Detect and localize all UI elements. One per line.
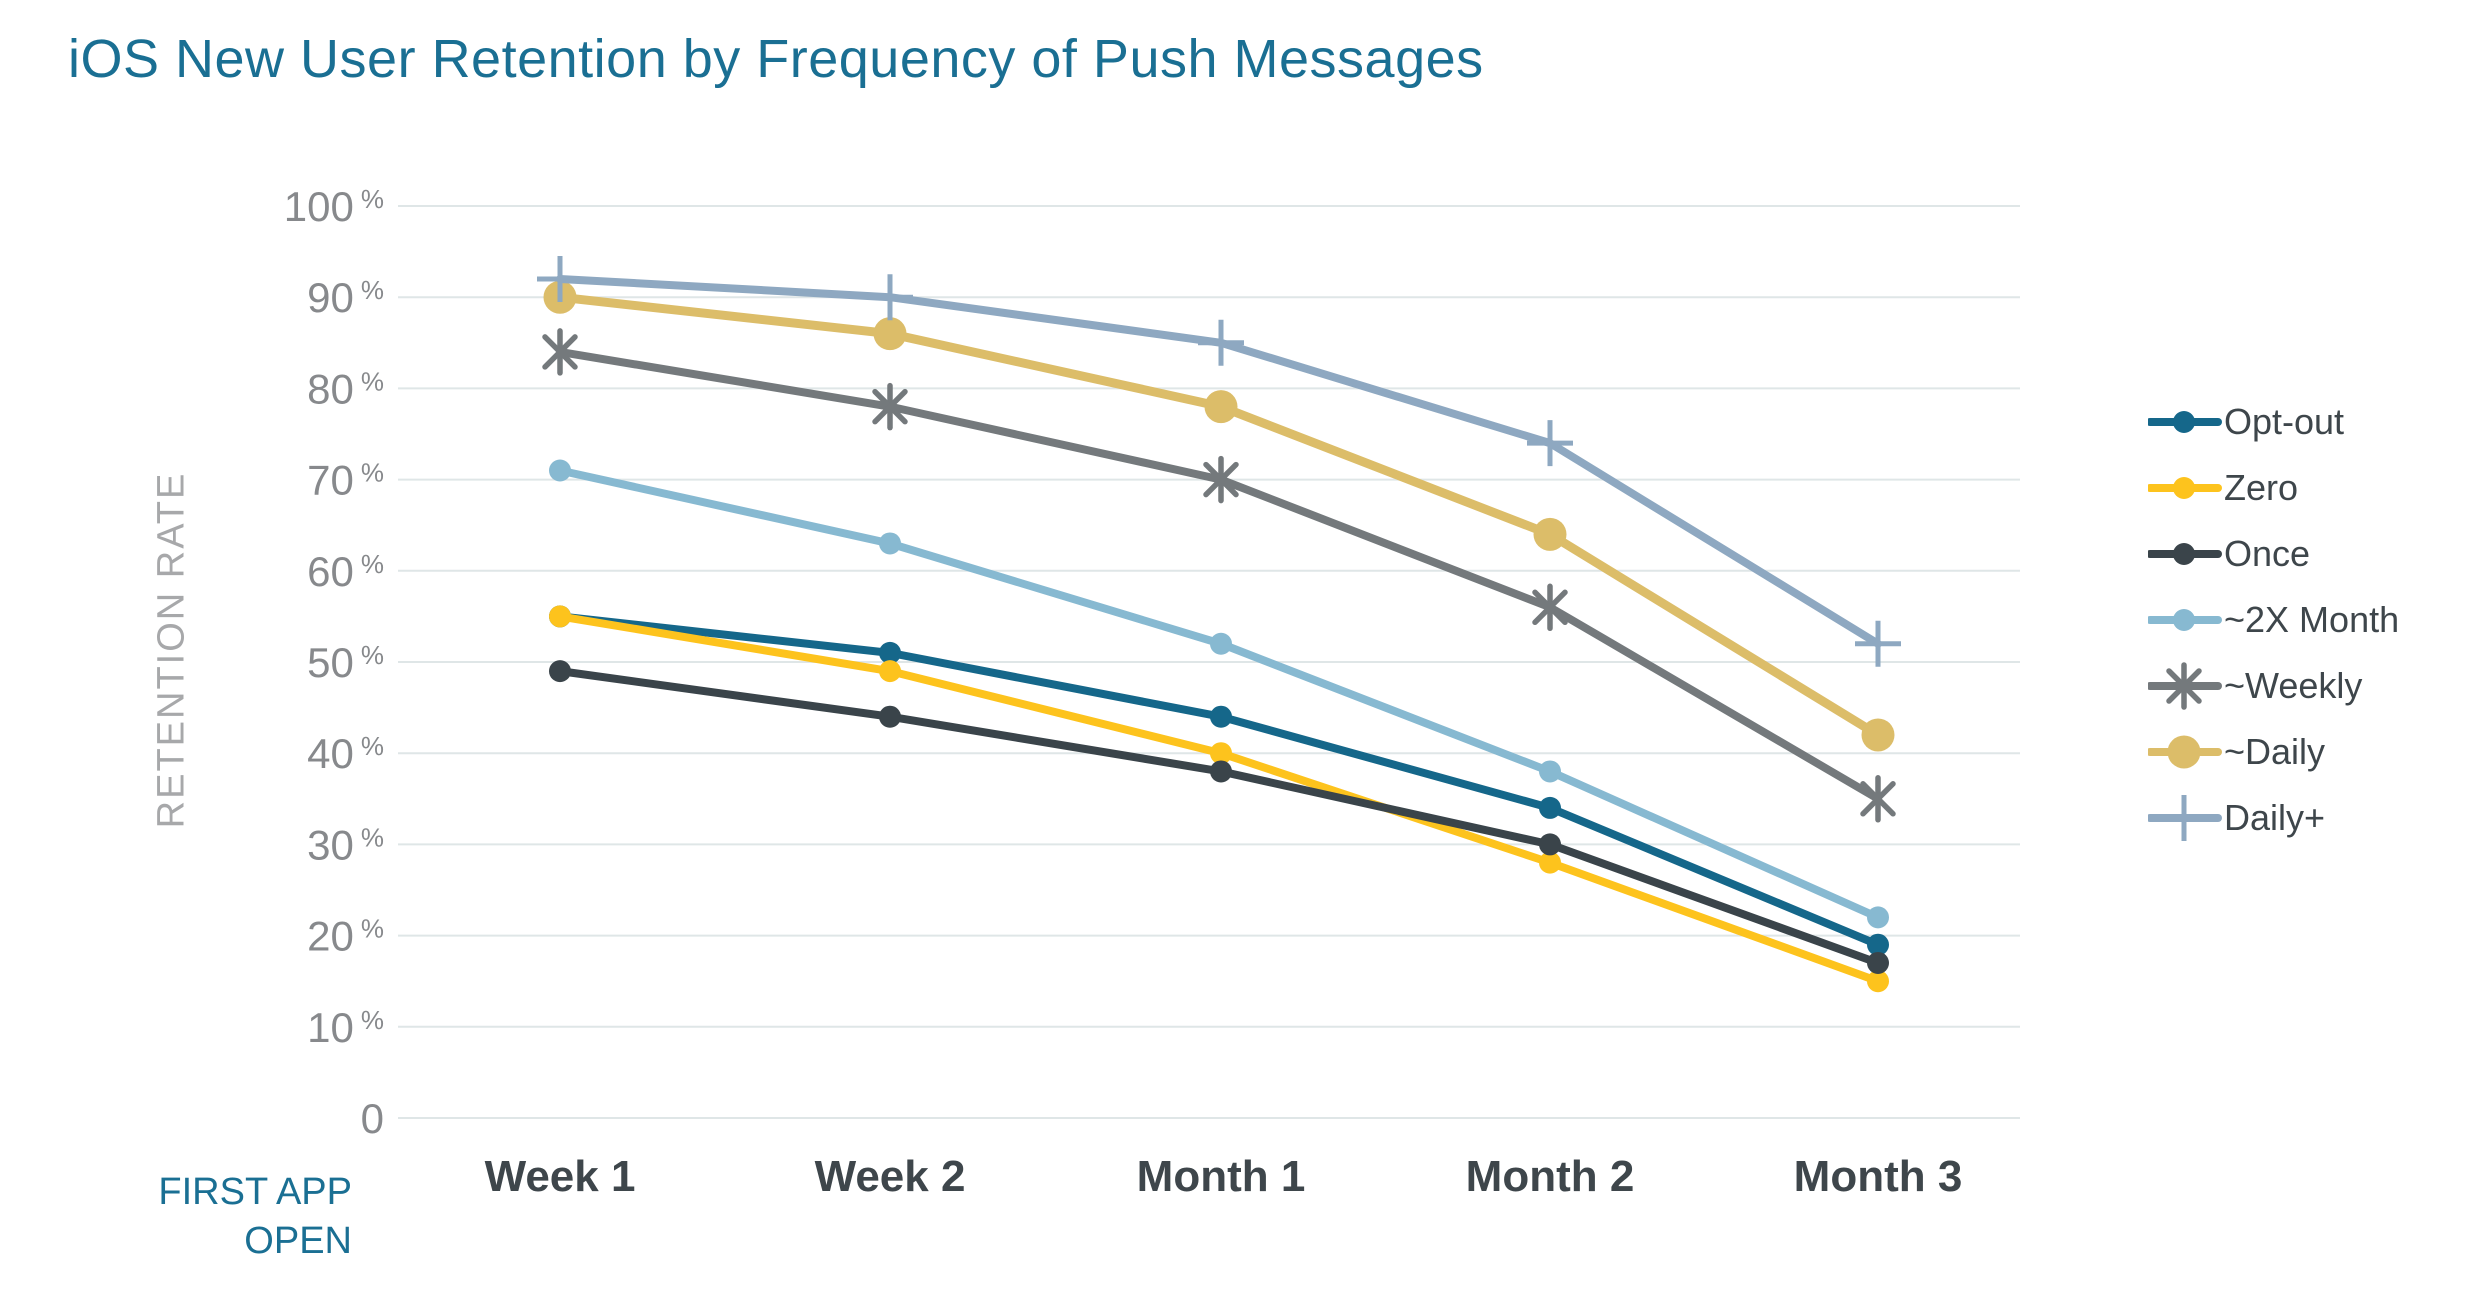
series-weekly-point — [1860, 775, 1896, 823]
series-2x-month-point — [1539, 760, 1561, 783]
series-weekly-point — [872, 382, 908, 431]
y-tick-label: 0 — [361, 1095, 384, 1142]
series-once-point — [1539, 833, 1561, 856]
y-tick-label: 60% — [307, 548, 384, 595]
series-2x-month-point — [879, 532, 901, 555]
series-zero-point — [1539, 851, 1561, 874]
series-2x-month-point — [549, 459, 571, 482]
x-axis-title-line1: FIRST APP — [158, 1171, 352, 1213]
y-tick-label: 20% — [307, 913, 384, 960]
series-zero-point — [549, 605, 571, 628]
y-tick-label: 50% — [307, 639, 384, 686]
series-2x-month-point — [1210, 632, 1232, 655]
series-daily-plus-point — [867, 274, 913, 321]
series-opt-out-point — [1867, 933, 1889, 956]
series-daily-point — [1533, 517, 1567, 551]
x-tick-label: Week 2 — [815, 1152, 966, 1201]
series-opt-out-point — [879, 641, 901, 664]
series-daily-plus-point — [1198, 319, 1244, 366]
y-tick-label: 40% — [307, 730, 384, 777]
series-daily-plus-point — [537, 255, 583, 302]
y-tick-label: 70% — [307, 457, 384, 504]
series-once-point — [879, 705, 901, 728]
series-weekly-point — [1203, 455, 1239, 504]
x-axis-title-line2: OPEN — [244, 1220, 352, 1263]
series-once-point — [1867, 951, 1889, 974]
y-tick-label: 80% — [307, 365, 384, 412]
series-weekly-point — [542, 328, 578, 376]
x-tick-label: Month 3 — [1794, 1152, 1963, 1201]
series-daily-point — [1204, 390, 1238, 424]
x-tick-label: Month 2 — [1466, 1152, 1635, 1201]
series-daily-plus-point — [1855, 620, 1901, 667]
series-once-point — [1210, 760, 1232, 783]
page-title: iOS New User Retention by Frequency of P… — [68, 29, 1484, 89]
y-tick-label: 100% — [284, 183, 384, 230]
y-tick-label: 10% — [307, 1004, 384, 1051]
series-opt-out-point — [1210, 705, 1232, 728]
series-line-2x-month — [556, 466, 1882, 922]
y-tick-label: 90% — [307, 274, 384, 321]
y-tick-label: 30% — [307, 821, 384, 868]
series-zero-point — [879, 660, 901, 683]
series-weekly-point — [1532, 583, 1568, 632]
series-once-point — [549, 660, 571, 683]
series-daily-plus-point — [1527, 420, 1573, 467]
series-daily-point — [873, 317, 907, 351]
series-zero-point — [1867, 970, 1889, 993]
x-tick-label: Week 1 — [485, 1152, 636, 1201]
series-daily-point — [1861, 718, 1895, 752]
series-line-zero — [556, 612, 1882, 986]
series-2x-month-point — [1867, 906, 1889, 929]
x-axis-title: FIRST APP OPEN — [100, 1168, 352, 1267]
series-opt-out-point — [1539, 796, 1561, 819]
series-zero-point — [1210, 742, 1232, 765]
x-tick-label: Month 1 — [1137, 1152, 1306, 1201]
